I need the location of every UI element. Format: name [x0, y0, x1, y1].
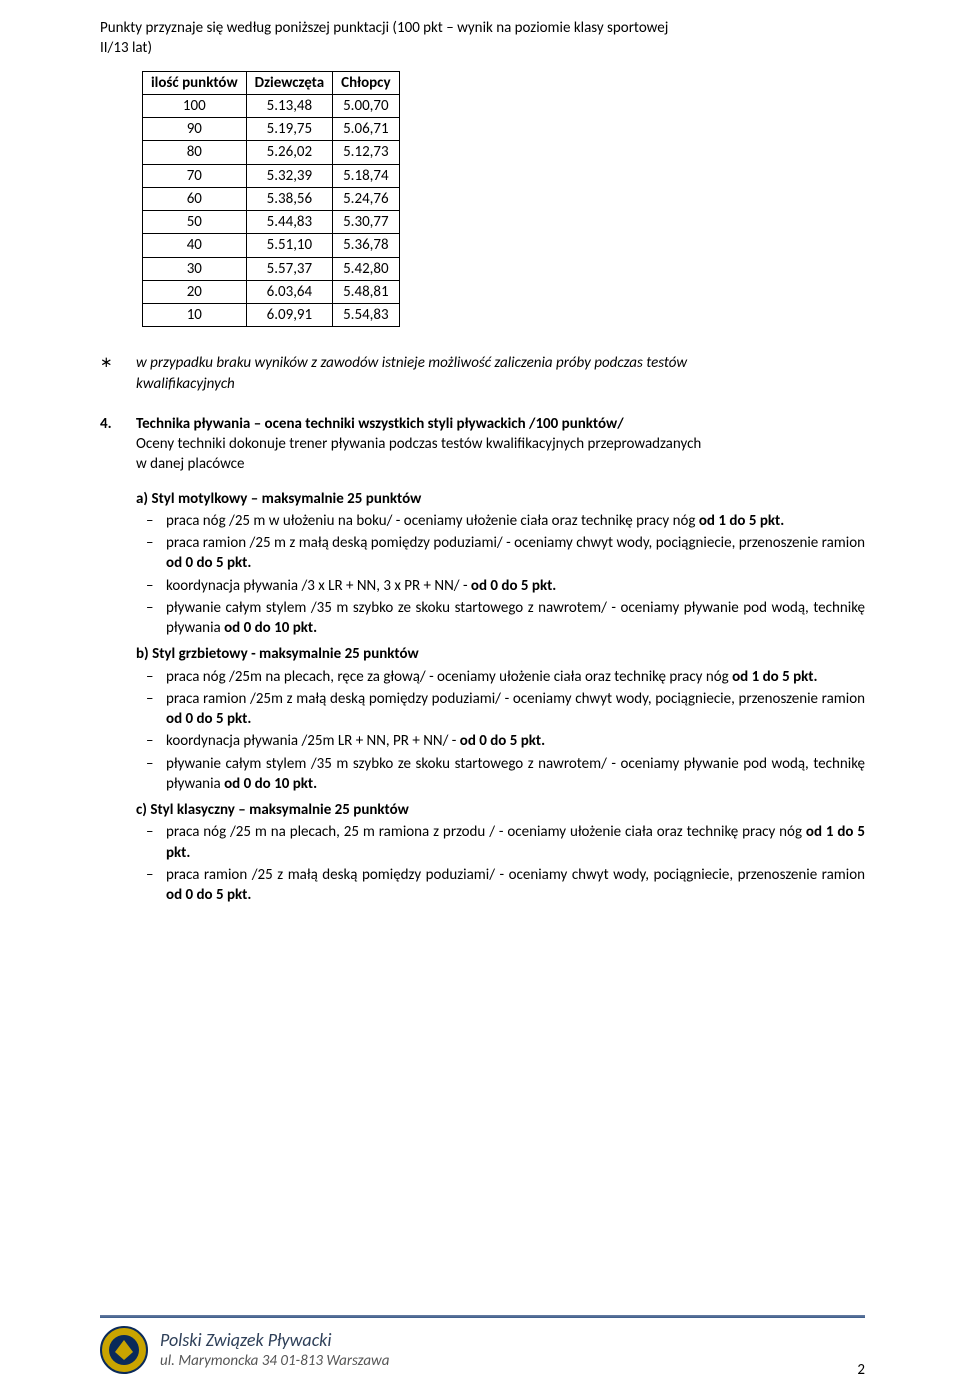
intro-line1: Punkty przyznaje się według poniższej pu… [100, 19, 668, 37]
table-cell: 20 [143, 280, 247, 303]
list-item: praca ramion /25 z małą deską pomiędzy p… [136, 865, 865, 906]
table-cell: 5.26,02 [246, 141, 333, 164]
table-row: 505.44,835.30,77 [143, 211, 400, 234]
table-row: 106.09,915.54,83 [143, 304, 400, 327]
table-cell: 6.03,64 [246, 280, 333, 303]
list-item: koordynacja pływania /3 x LR + NN, 3 x P… [136, 576, 865, 596]
list-item: pływanie całym stylem /35 m szybko ze sk… [136, 598, 865, 639]
table-cell: 5.13,48 [246, 94, 333, 117]
table-cell: 80 [143, 141, 247, 164]
points-table: ilość punktów Dziewczęta Chłopcy 1005.13… [142, 71, 400, 328]
table-cell: 70 [143, 164, 247, 187]
page-number: 2 [857, 1360, 865, 1380]
table-cell: 5.19,75 [246, 118, 333, 141]
table-cell: 40 [143, 234, 247, 257]
style-b-head: b) Styl grzbietowy - maksymalnie 25 punk… [136, 644, 865, 664]
table-cell: 5.38,56 [246, 187, 333, 210]
style-b-items: praca nóg /25m na plecach, ręce za głową… [136, 667, 865, 795]
intro-line2: II/13 lat) [100, 39, 152, 57]
style-c-head: c) Styl klasyczny – maksymalnie 25 punkt… [136, 800, 865, 820]
table-cell: 5.18,74 [333, 164, 399, 187]
table-cell: 60 [143, 187, 247, 210]
style-c-items: praca nóg /25 m na plecach, 25 m ramiona… [136, 822, 865, 905]
table-cell: 5.00,70 [333, 94, 399, 117]
section-4-title: Technika pływania – ocena techniki wszys… [136, 415, 624, 433]
list-item: koordynacja pływania /25m LR + NN, PR + … [136, 731, 865, 751]
intro-text: Punkty przyznaje się według poniższej pu… [100, 18, 865, 59]
table-cell: 5.24,76 [333, 187, 399, 210]
table-cell: 100 [143, 94, 247, 117]
table-cell: 5.42,80 [333, 257, 399, 280]
list-item: praca ramion /25 m z małą deską pomiędzy… [136, 533, 865, 574]
footer-text: Polski Związek Pływacki ul. Marymoncka 3… [160, 1329, 389, 1370]
table-row: 905.19,755.06,71 [143, 118, 400, 141]
list-item: praca nóg /25 m w ułożeniu na boku/ - oc… [136, 511, 865, 531]
section-4-body: Technika pływania – ocena techniki wszys… [136, 414, 865, 475]
section-4-number: 4. [100, 414, 136, 475]
note-text: w przypadku braku wyników z zawodów istn… [136, 353, 865, 394]
table-cell: 6.09,91 [246, 304, 333, 327]
table-cell: 10 [143, 304, 247, 327]
table-cell: 5.36,78 [333, 234, 399, 257]
section-4: 4. Technika pływania – ocena techniki ws… [100, 414, 865, 475]
lettered-list: a) Styl motylkowy – maksymalnie 25 punkt… [136, 489, 865, 906]
table-header-row: ilość punktów Dziewczęta Chłopcy [143, 71, 400, 94]
table-cell: 5.54,83 [333, 304, 399, 327]
footer: Polski Związek Pływacki ul. Marymoncka 3… [100, 1315, 865, 1374]
federation-logo-icon [100, 1326, 148, 1374]
footer-rule [100, 1315, 865, 1318]
table-row: 206.03,645.48,81 [143, 280, 400, 303]
table-row: 705.32,395.18,74 [143, 164, 400, 187]
list-item: praca nóg /25m na plecach, ręce za głową… [136, 667, 865, 687]
table-row: 305.57,375.42,80 [143, 257, 400, 280]
footer-address: ul. Marymoncka 34 01-813 Warszawa [160, 1352, 389, 1371]
table-row: 605.38,565.24,76 [143, 187, 400, 210]
table-cell: 5.30,77 [333, 211, 399, 234]
table-cell: 5.44,83 [246, 211, 333, 234]
table-row: 805.26,025.12,73 [143, 141, 400, 164]
list-item: pływanie całym stylem /35 m szybko ze sk… [136, 754, 865, 795]
table-cell: 5.32,39 [246, 164, 333, 187]
list-item: praca ramion /25m z małą deską pomiędzy … [136, 689, 865, 730]
list-item: praca nóg /25 m na plecach, 25 m ramiona… [136, 822, 865, 863]
table-cell: 5.06,71 [333, 118, 399, 141]
asterisk-note: ∗ w przypadku braku wyników z zawodów is… [100, 353, 865, 394]
table-row: 1005.13,485.00,70 [143, 94, 400, 117]
table-cell: 5.51,10 [246, 234, 333, 257]
table-cell: 30 [143, 257, 247, 280]
style-a-items: praca nóg /25 m w ułożeniu na boku/ - oc… [136, 511, 865, 639]
table-cell: 90 [143, 118, 247, 141]
table-cell: 50 [143, 211, 247, 234]
table-row: 405.51,105.36,78 [143, 234, 400, 257]
table-cell: 5.48,81 [333, 280, 399, 303]
footer-org: Polski Związek Pływacki [160, 1329, 389, 1352]
note-marker: ∗ [100, 353, 136, 394]
table-cell: 5.12,73 [333, 141, 399, 164]
style-a-head: a) Styl motylkowy – maksymalnie 25 punkt… [136, 489, 865, 509]
table-cell: 5.57,37 [246, 257, 333, 280]
col-girls: Dziewczęta [246, 71, 333, 94]
col-boys: Chłopcy [333, 71, 399, 94]
col-points: ilość punktów [143, 71, 247, 94]
